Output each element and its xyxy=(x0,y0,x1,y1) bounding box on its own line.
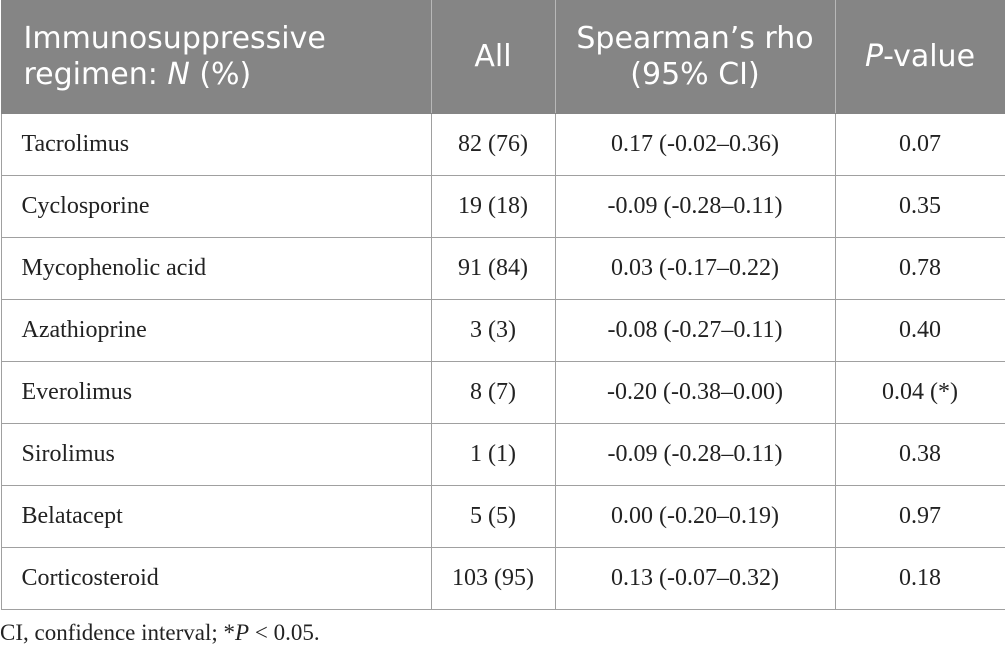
cell-rho: 0.03 (-0.17–0.22) xyxy=(554,237,836,300)
table-row: Everolimus 8 (7) -0.20 (-0.38–0.00) 0.04… xyxy=(0,361,1005,424)
cell-p-value: 0.40 xyxy=(834,299,1005,362)
cell-regimen: Everolimus xyxy=(0,361,432,424)
cell-rho: 0.17 (-0.02–0.36) xyxy=(554,113,836,176)
header-regimen-suffix: (%) xyxy=(189,57,252,92)
cell-regimen: Belatacept xyxy=(0,485,432,548)
table-row: Sirolimus 1 (1) -0.09 (-0.28–0.11) 0.38 xyxy=(0,423,1005,486)
table-row: Mycophenolic acid 91 (84) 0.03 (-0.17–0.… xyxy=(0,237,1005,300)
immunosuppressive-regimen-table: Immunosuppressive regimen: N (%) All Spe… xyxy=(0,0,1005,610)
table-row: Corticosteroid 103 (95) 0.13 (-0.07–0.32… xyxy=(0,547,1005,610)
footnote-suffix: < 0.05. xyxy=(249,620,320,645)
cell-rho: 0.00 (-0.20–0.19) xyxy=(554,485,836,548)
cell-rho: -0.09 (-0.28–0.11) xyxy=(554,423,836,486)
table-row: Cyclosporine 19 (18) -0.09 (-0.28–0.11) … xyxy=(0,175,1005,238)
cell-p-value: 0.04 (*) xyxy=(834,361,1005,424)
cell-all: 91 (84) xyxy=(430,237,556,300)
cell-all: 1 (1) xyxy=(430,423,556,486)
table-footnote: CI, confidence interval; *P < 0.05. xyxy=(0,620,320,646)
cell-all: 103 (95) xyxy=(430,547,556,610)
header-p-value: P-value xyxy=(834,0,1005,114)
cell-p-value: 0.97 xyxy=(834,485,1005,548)
cell-p-value: 0.35 xyxy=(834,175,1005,238)
header-regimen-n: N xyxy=(167,57,190,92)
table-header-row: Immunosuppressive regimen: N (%) All Spe… xyxy=(0,0,1005,114)
cell-rho: -0.20 (-0.38–0.00) xyxy=(554,361,836,424)
cell-all: 8 (7) xyxy=(430,361,556,424)
cell-rho: 0.13 (-0.07–0.32) xyxy=(554,547,836,610)
cell-all: 3 (3) xyxy=(430,299,556,362)
cell-regimen: Mycophenolic acid xyxy=(0,237,432,300)
header-regimen: Immunosuppressive regimen: N (%) xyxy=(0,0,432,114)
header-spearman-rho: Spearman’s rho (95% CI) xyxy=(554,0,836,114)
header-p-value-suffix: -value xyxy=(883,39,976,74)
cell-regimen: Corticosteroid xyxy=(0,547,432,610)
header-regimen-prefix: Immunosuppressive regimen: xyxy=(23,21,326,92)
table-row: Tacrolimus 82 (76) 0.17 (-0.02–0.36) 0.0… xyxy=(0,113,1005,176)
results-table-container: Immunosuppressive regimen: N (%) All Spe… xyxy=(0,0,1005,610)
cell-regimen: Tacrolimus xyxy=(0,113,432,176)
cell-regimen: Cyclosporine xyxy=(0,175,432,238)
cell-all: 82 (76) xyxy=(430,113,556,176)
footnote-p: P xyxy=(235,620,250,645)
table-row: Azathioprine 3 (3) -0.08 (-0.27–0.11) 0.… xyxy=(0,299,1005,362)
cell-p-value: 0.18 xyxy=(834,547,1005,610)
cell-rho: -0.09 (-0.28–0.11) xyxy=(554,175,836,238)
table-row: Belatacept 5 (5) 0.00 (-0.20–0.19) 0.97 xyxy=(0,485,1005,548)
cell-rho: -0.08 (-0.27–0.11) xyxy=(554,299,836,362)
cell-p-value: 0.78 xyxy=(834,237,1005,300)
cell-p-value: 0.07 xyxy=(834,113,1005,176)
cell-all: 5 (5) xyxy=(430,485,556,548)
header-p-value-p: P xyxy=(864,39,884,74)
cell-p-value: 0.38 xyxy=(834,423,1005,486)
header-all: All xyxy=(430,0,556,114)
cell-regimen: Sirolimus xyxy=(0,423,432,486)
cell-regimen: Azathioprine xyxy=(0,299,432,362)
footnote-prefix: CI, confidence interval; * xyxy=(0,620,236,645)
cell-all: 19 (18) xyxy=(430,175,556,238)
